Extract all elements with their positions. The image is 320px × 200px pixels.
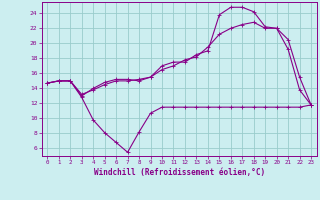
X-axis label: Windchill (Refroidissement éolien,°C): Windchill (Refroidissement éolien,°C): [94, 168, 265, 177]
